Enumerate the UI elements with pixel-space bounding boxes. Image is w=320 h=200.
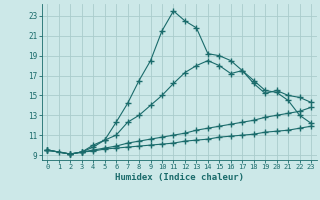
X-axis label: Humidex (Indice chaleur): Humidex (Indice chaleur) xyxy=(115,173,244,182)
